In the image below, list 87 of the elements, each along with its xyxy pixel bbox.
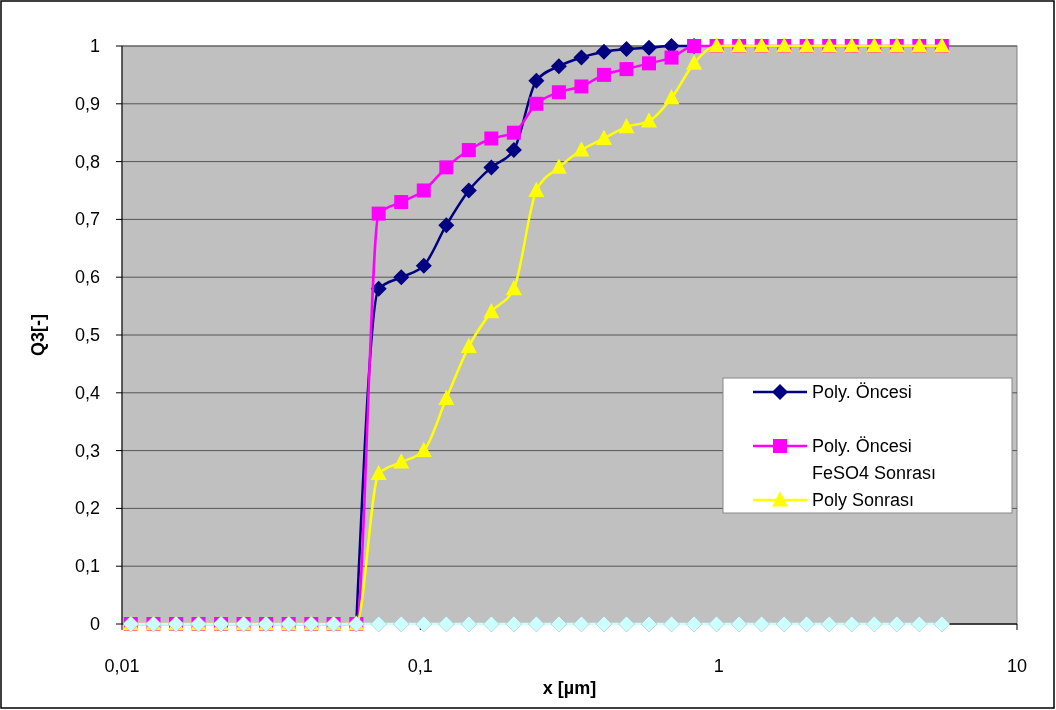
point [550, 58, 567, 75]
point [663, 615, 680, 633]
point [708, 615, 725, 633]
point [415, 257, 432, 274]
y-tick-label: 0,2 [74, 498, 100, 519]
point [460, 615, 478, 633]
point [664, 50, 679, 65]
y-tick-label: 0,7 [74, 209, 100, 230]
point [685, 615, 703, 633]
x-axis-title: x [µm] [542, 678, 597, 698]
point [370, 464, 387, 481]
x-tick-label: 10 [1006, 656, 1028, 676]
point [438, 217, 455, 234]
point [484, 131, 499, 146]
point [371, 206, 386, 221]
point [573, 141, 590, 157]
point [550, 158, 567, 174]
point [730, 615, 748, 633]
y-tick-label: 0,9 [74, 93, 100, 114]
point [640, 615, 658, 633]
point [439, 160, 454, 175]
point [798, 615, 815, 633]
point [641, 112, 657, 128]
y-axis-title: Q3[-] [28, 314, 48, 356]
point [843, 615, 860, 633]
point [393, 453, 410, 469]
point [642, 56, 656, 71]
point [753, 615, 770, 633]
point [888, 615, 906, 633]
y-tick-label: 0 [89, 614, 100, 634]
point [438, 389, 455, 405]
point [686, 54, 703, 70]
point [618, 40, 635, 57]
y-tick-label: 0,5 [74, 325, 100, 345]
point [505, 279, 522, 296]
point [551, 85, 566, 100]
point [550, 615, 568, 633]
point [505, 615, 523, 633]
point [506, 125, 521, 140]
point [528, 181, 545, 197]
point [618, 118, 635, 134]
legend-label: Poly. Öncesi [812, 382, 912, 402]
point [415, 615, 433, 633]
y-tick-label: 1 [89, 36, 100, 56]
point [392, 615, 410, 633]
point [595, 615, 613, 633]
point [619, 62, 634, 77]
point [416, 183, 431, 198]
point [505, 142, 522, 159]
point [438, 615, 455, 633]
y-tick-label: 0,1 [74, 556, 100, 577]
point [460, 337, 477, 353]
y-tick-label: 0,4 [74, 382, 100, 403]
point [596, 67, 611, 82]
point [460, 182, 477, 199]
point [461, 143, 476, 158]
point [528, 72, 545, 89]
point [663, 89, 680, 105]
point [641, 39, 657, 56]
point [528, 615, 545, 633]
point [595, 129, 612, 145]
point [574, 79, 589, 94]
point [394, 195, 409, 210]
point [911, 615, 928, 633]
y-tick-label: 0,6 [74, 267, 100, 288]
point [933, 615, 951, 633]
legend-label: Poly. Öncesi FeSO4 Sonrası [812, 436, 937, 483]
y-tick-label: 0,8 [74, 151, 100, 172]
point [370, 615, 387, 633]
y-tick-label: 0,3 [74, 440, 100, 461]
point [529, 96, 544, 111]
point [866, 615, 883, 633]
point [483, 303, 500, 319]
point [483, 159, 500, 176]
point [415, 441, 432, 457]
point [573, 49, 590, 66]
point [775, 615, 793, 633]
point [820, 615, 838, 633]
point [483, 615, 500, 633]
point [573, 615, 590, 633]
point [595, 43, 612, 60]
x-tick-label: 1 [713, 656, 724, 676]
x-tick-label: 0,01 [104, 656, 140, 676]
x-tick-label: 0,1 [407, 656, 433, 676]
point [393, 269, 410, 286]
legend-label: Poly Sonrası [812, 490, 915, 510]
point [618, 615, 635, 633]
